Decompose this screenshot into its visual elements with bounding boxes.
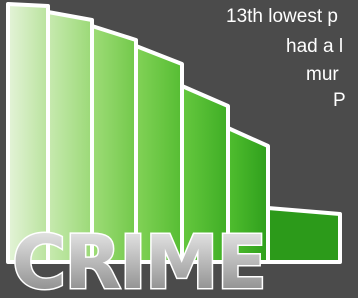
text-line: 13th lowest p <box>226 6 338 27</box>
illustration: CRIME 13th lowest p had a l mur P <box>0 0 358 298</box>
crime-word: CRIME <box>12 220 265 298</box>
bar-shape <box>268 208 340 262</box>
page: CRIME 13th lowest p had a l mur P (() =>… <box>0 0 358 298</box>
text-line: mur <box>306 64 339 85</box>
text-line: P <box>333 90 346 111</box>
text-line: had a l <box>286 36 343 57</box>
